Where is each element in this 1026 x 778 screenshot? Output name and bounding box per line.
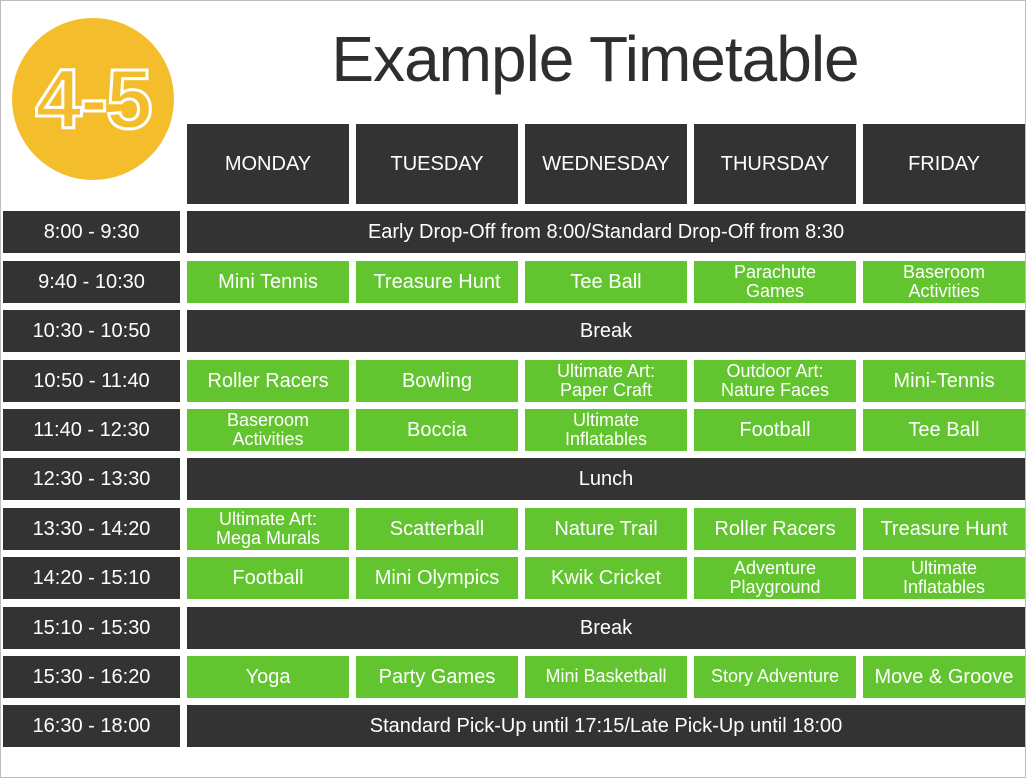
activity-cell: Outdoor Art: Nature Faces	[694, 359, 856, 402]
activity-cell: Mini Basketball	[525, 655, 687, 698]
time-slot: 10:50 - 11:40	[3, 359, 180, 402]
activity-cell: Treasure Hunt	[356, 260, 518, 303]
day-header-monday: MONDAY	[187, 124, 349, 204]
activity-cell: Mini Olympics	[356, 557, 518, 600]
day-header-thursday: THURSDAY	[694, 124, 856, 204]
span-cell: Early Drop-Off from 8:00/Standard Drop-O…	[187, 211, 1025, 254]
age-badge-label: 4-5	[34, 50, 154, 147]
activity-cell: Parachute Games	[694, 260, 856, 303]
activity-cell: Ultimate Art: Paper Craft	[525, 359, 687, 402]
time-slot: 14:20 - 15:10	[3, 557, 180, 600]
day-header-wednesday: WEDNESDAY	[525, 124, 687, 204]
activity-cell: Ultimate Art: Mega Murals	[187, 507, 349, 550]
activity-cell: Kwik Cricket	[525, 557, 687, 600]
time-slot: 15:10 - 15:30	[3, 606, 180, 649]
activity-cell: Tee Ball	[525, 260, 687, 303]
activity-cell: Ultimate Inflatables	[525, 408, 687, 451]
time-slot: 13:30 - 14:20	[3, 507, 180, 550]
day-header-tuesday: TUESDAY	[356, 124, 518, 204]
activity-cell: Tee Ball	[863, 408, 1025, 451]
activity-cell: Roller Racers	[187, 359, 349, 402]
activity-cell: Baseroom Activities	[187, 408, 349, 451]
activity-cell: Mini Tennis	[187, 260, 349, 303]
time-slot: 15:30 - 16:20	[3, 655, 180, 698]
activity-cell: Adventure Playground	[694, 557, 856, 600]
activity-cell: Football	[187, 557, 349, 600]
activity-cell: Baseroom Activities	[863, 260, 1025, 303]
time-slot: 11:40 - 12:30	[3, 408, 180, 451]
activity-cell: Story Adventure	[694, 655, 856, 698]
header-corner	[3, 124, 180, 204]
page-title: Example Timetable	[331, 23, 859, 95]
activity-cell: Ultimate Inflatables	[863, 557, 1025, 600]
span-cell: Lunch	[187, 458, 1025, 501]
age-badge: 4-5	[12, 18, 174, 180]
activity-cell: Yoga	[187, 655, 349, 698]
time-slot: 10:30 - 10:50	[3, 310, 180, 353]
span-cell: Break	[187, 310, 1025, 353]
activity-cell: Nature Trail	[525, 507, 687, 550]
day-header-friday: FRIDAY	[863, 124, 1025, 204]
activity-cell: Scatterball	[356, 507, 518, 550]
time-slot: 16:30 - 18:00	[3, 705, 180, 748]
time-slot: 9:40 - 10:30	[3, 260, 180, 303]
timetable-grid: MONDAY TUESDAY WEDNESDAY THURSDAY FRIDAY 8:00…	[3, 124, 1025, 748]
time-slot: 12:30 - 13:30	[3, 458, 180, 501]
activity-cell: Football	[694, 408, 856, 451]
activity-cell: Party Games	[356, 655, 518, 698]
activity-cell: Bowling	[356, 359, 518, 402]
activity-cell: Boccia	[356, 408, 518, 451]
activity-cell: Move & Groove	[863, 655, 1025, 698]
activity-cell: Treasure Hunt	[863, 507, 1025, 550]
activity-cell: Mini-Tennis	[863, 359, 1025, 402]
activity-cell: Roller Racers	[694, 507, 856, 550]
time-slot: 8:00 - 9:30	[3, 211, 180, 254]
span-cell: Break	[187, 606, 1025, 649]
span-cell: Standard Pick-Up until 17:15/Late Pick-U…	[187, 705, 1025, 748]
